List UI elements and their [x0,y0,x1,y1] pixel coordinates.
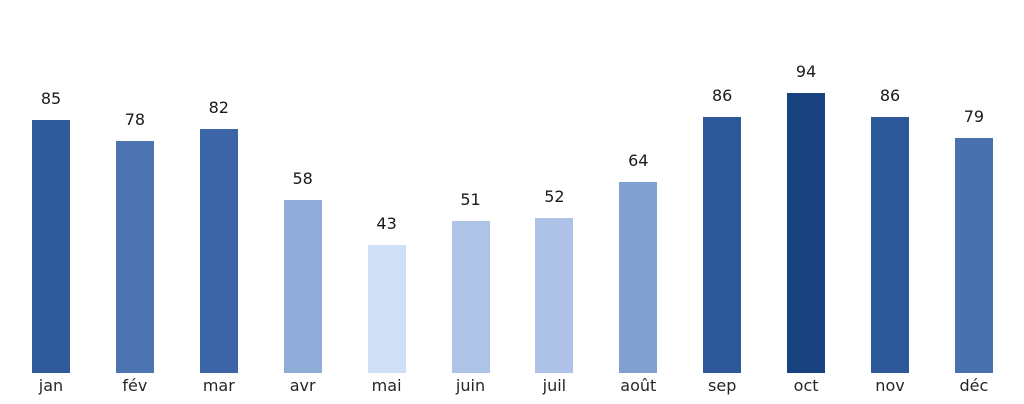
bar-value-label-nov: 86 [879,86,901,105]
x-tick-label-avr: avr [289,376,316,395]
x-tick-label-fev: fév [122,376,148,395]
x-tick-label-juil: juil [542,376,567,395]
bar-sep [703,117,742,373]
bar-value-label-avr: 58 [292,169,313,188]
x-tick-label-jan: jan [38,376,64,395]
bar-value-label-aout: 64 [628,151,649,170]
x-tick-label-mai: mai [371,376,402,395]
bar-value-label-jan: 85 [40,89,62,108]
bar-value-label-oct: 94 [795,62,817,81]
bar-juil [535,218,574,373]
bar-jan [32,120,70,373]
x-tick-label-juin: juin [455,376,486,395]
bar-value-label-dec: 79 [963,107,985,126]
bar-oct [787,93,826,373]
x-tick-label-mar: mar [202,376,235,395]
bar-juin [451,221,490,373]
bar-mar [199,129,238,373]
bar-avr [283,200,322,373]
bar-value-label-sep: 86 [712,86,733,105]
x-tick-label-oct: oct [793,376,819,395]
bar-value-label-juil: 52 [544,187,565,206]
bar-dec [954,138,993,373]
bar-mai [367,245,406,373]
bar-nov [871,117,909,373]
bar-value-label-juin: 51 [460,190,481,209]
bar-value-label-fev: 78 [124,110,146,129]
x-tick-label-sep: sep [708,376,737,395]
x-tick-label-nov: nov [875,376,905,395]
bar-value-label-mar: 82 [208,98,229,117]
bar-fev [115,141,154,373]
bar-aout [619,182,658,373]
bar-value-label-mai: 43 [376,214,397,233]
x-tick-label-aout: août [620,376,657,395]
x-tick-label-dec: déc [959,376,989,395]
